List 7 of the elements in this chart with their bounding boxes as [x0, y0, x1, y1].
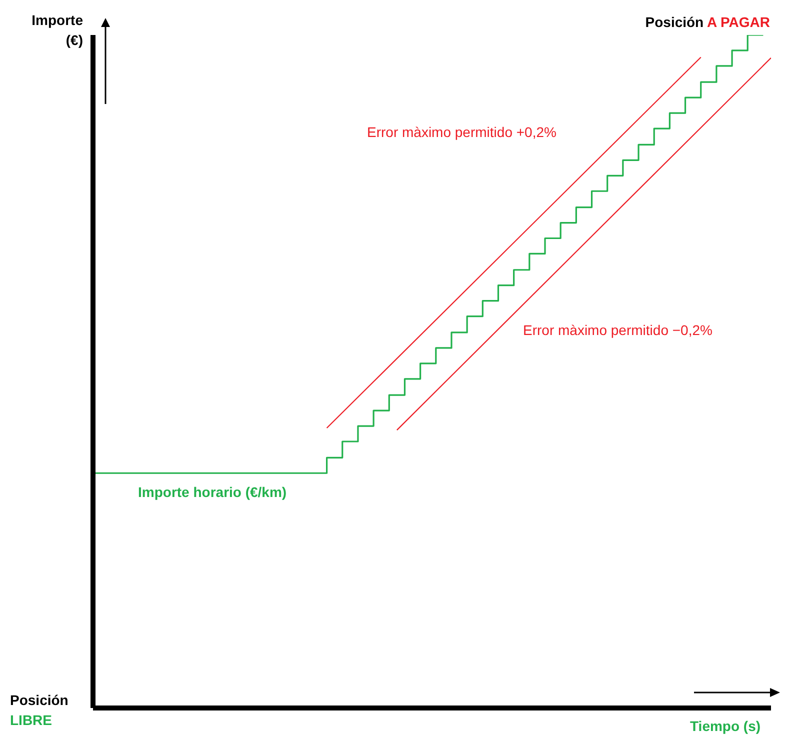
x-axis-title: Tiempo (s) — [690, 718, 761, 734]
annotation: Importe horario (€/km) — [138, 483, 287, 502]
text: Posición A PAGAR — [645, 14, 770, 30]
text: Posición LIBRE — [10, 692, 68, 728]
annotation: Error màximo permitido −0,2% — [523, 321, 712, 340]
annotation: Error màximo permitido +0,2% — [367, 123, 556, 142]
y-axis-title: Importe (€) — [32, 11, 83, 50]
